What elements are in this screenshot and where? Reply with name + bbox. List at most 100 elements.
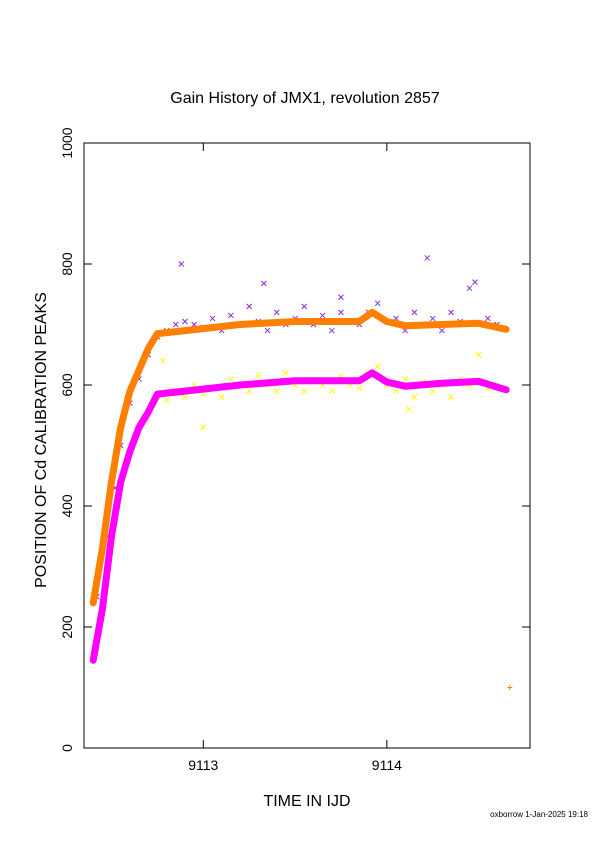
data-point (178, 261, 185, 267)
data-point (503, 387, 509, 393)
data-point (246, 303, 253, 310)
data-point (118, 479, 124, 485)
data-point (384, 318, 390, 324)
data-point (99, 545, 105, 551)
data-point (411, 394, 418, 400)
data-point (369, 370, 375, 376)
data-point (406, 406, 412, 413)
data-point (466, 285, 473, 292)
data-point (328, 327, 335, 334)
data-point (90, 657, 96, 663)
data-point (384, 379, 390, 385)
x-tick-label: 9113 (188, 757, 218, 773)
series-0 (93, 255, 500, 600)
y-tick-label: 800 (59, 252, 75, 276)
data-point (227, 312, 234, 319)
data-point (292, 378, 298, 384)
data-point (237, 322, 243, 327)
data-point (90, 600, 96, 606)
data-point (356, 385, 363, 391)
data-point (476, 378, 482, 384)
data-point (356, 318, 362, 324)
chart-axes: 0 200 400 600 800 1000 9113 9114 (59, 127, 530, 773)
data-point (127, 449, 133, 455)
series-2 (89, 308, 510, 607)
data-point (99, 606, 105, 612)
data-point (369, 309, 375, 315)
series-line (89, 369, 510, 664)
data-point (448, 309, 454, 316)
data-point (172, 321, 179, 328)
data-point (246, 388, 253, 394)
data-point (154, 391, 160, 397)
data-point (182, 318, 188, 325)
data-point (402, 383, 408, 389)
data-point (127, 388, 133, 394)
data-point (218, 394, 225, 400)
data-point (182, 394, 188, 400)
y-tick-label: 1000 (59, 127, 75, 158)
data-point (163, 397, 170, 403)
y-tick-label: 400 (59, 494, 75, 518)
data-point (209, 315, 216, 322)
plot-frame (83, 142, 531, 749)
data-point (328, 388, 335, 394)
data-point (393, 388, 399, 394)
data-point (448, 394, 454, 400)
footer-timestamp: oxborrow 1-Jan-2025 19:18 (490, 810, 588, 819)
data-point (136, 367, 142, 373)
y-tick-label: 0 (59, 744, 75, 752)
data-point (439, 327, 445, 334)
data-point (301, 388, 308, 394)
chart-title: Gain History of JMX1, revolution 2857 (170, 90, 440, 107)
data-point (374, 300, 381, 307)
x-axis-label: TIME IN IJD (263, 793, 350, 810)
data-point (402, 323, 408, 329)
data-point (118, 424, 124, 430)
data-point (292, 318, 298, 324)
data-point (402, 376, 409, 382)
data-point (283, 370, 289, 376)
data-point (338, 294, 344, 301)
data-point (472, 279, 478, 286)
data-point (160, 357, 166, 364)
data-point (356, 378, 362, 384)
y-tick-label: 200 (59, 615, 75, 639)
series-3 (89, 369, 510, 664)
data-point (261, 280, 267, 287)
x-tick-label: 9114 (372, 757, 402, 773)
data-point (429, 315, 436, 322)
series-line (89, 308, 510, 607)
data-point (475, 351, 482, 358)
data-point (439, 322, 445, 327)
data-point (424, 255, 431, 261)
series-4 (507, 685, 513, 690)
y-axis-label: POSITION OF Cd CALIBRATION PEAKS (33, 292, 50, 588)
data-point (227, 376, 234, 382)
data-point (154, 331, 160, 337)
data-point (255, 373, 262, 379)
y-tick-label: 600 (59, 373, 75, 397)
data-point (273, 309, 280, 316)
data-point (109, 479, 115, 485)
data-point (503, 326, 509, 332)
data-point (319, 312, 326, 319)
data-point (264, 327, 271, 334)
data-point (301, 303, 308, 310)
data-point (182, 328, 188, 334)
data-point (411, 309, 418, 316)
data-point (476, 320, 482, 326)
data-point (182, 388, 188, 394)
chart-marks (89, 255, 513, 690)
data-point (374, 363, 381, 370)
data-point (429, 388, 436, 394)
data-point (145, 409, 151, 415)
data-point (338, 309, 344, 316)
data-point (145, 346, 151, 352)
data-point (136, 424, 142, 430)
series-1 (108, 351, 500, 497)
data-point (439, 380, 445, 386)
data-point (200, 424, 207, 431)
data-point (237, 382, 243, 388)
